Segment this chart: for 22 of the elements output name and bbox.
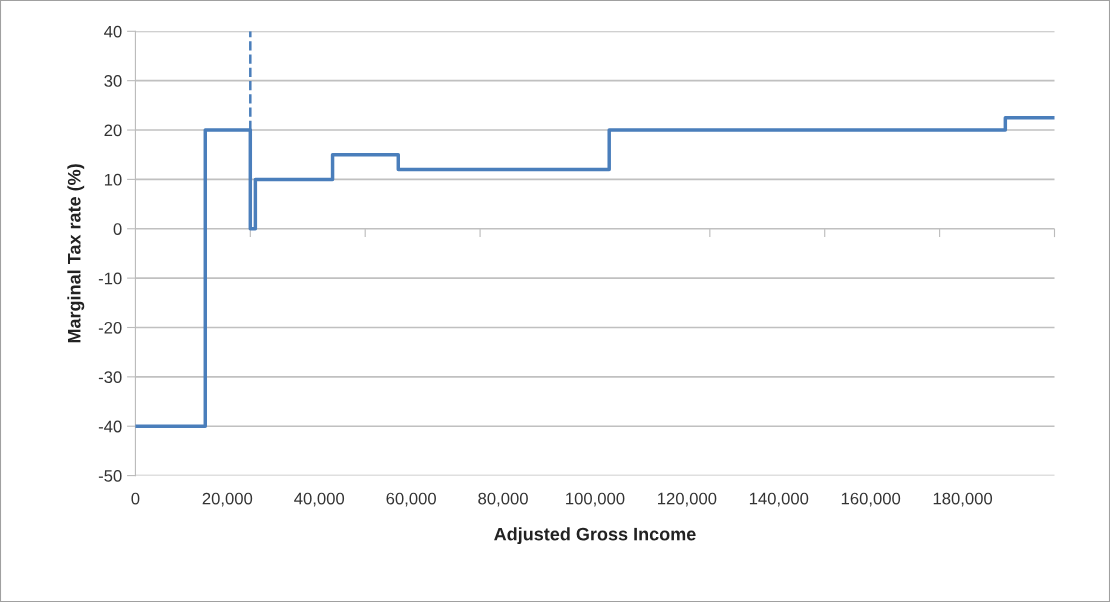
y-tick-label: 40 — [104, 25, 122, 38]
x-tick-label: 140,000 — [749, 492, 809, 507]
x-tick-label: 120,000 — [658, 492, 717, 507]
x-tick-label: 0 — [131, 492, 140, 505]
x-tick-label: 60,000 — [386, 492, 436, 507]
y-tick-label: -40 — [98, 420, 122, 433]
y-tick-label: -10 — [98, 272, 122, 285]
x-tick-label: 40,000 — [294, 492, 345, 507]
y-tick-label: -30 — [98, 371, 122, 384]
x-tick-label: 160,000 — [841, 492, 901, 507]
x-tick-label: 80,000 — [478, 492, 528, 507]
x-tick-label: 100,000 — [566, 492, 625, 507]
y-tick-label: -50 — [98, 469, 122, 482]
x-axis-title: Adjusted Gross Income — [494, 527, 696, 545]
y-tick-label: 10 — [104, 173, 122, 186]
x-tick-label: 180,000 — [933, 492, 993, 507]
y-tick-label: -20 — [98, 321, 122, 334]
y-axis-title: Marginal Tax rate (%) — [67, 164, 85, 343]
y-tick-label: 20 — [104, 124, 122, 137]
x-tick-label: 20,000 — [202, 492, 253, 507]
y-tick-label: 30 — [104, 75, 122, 87]
y-tick-label: 0 — [113, 223, 122, 235]
